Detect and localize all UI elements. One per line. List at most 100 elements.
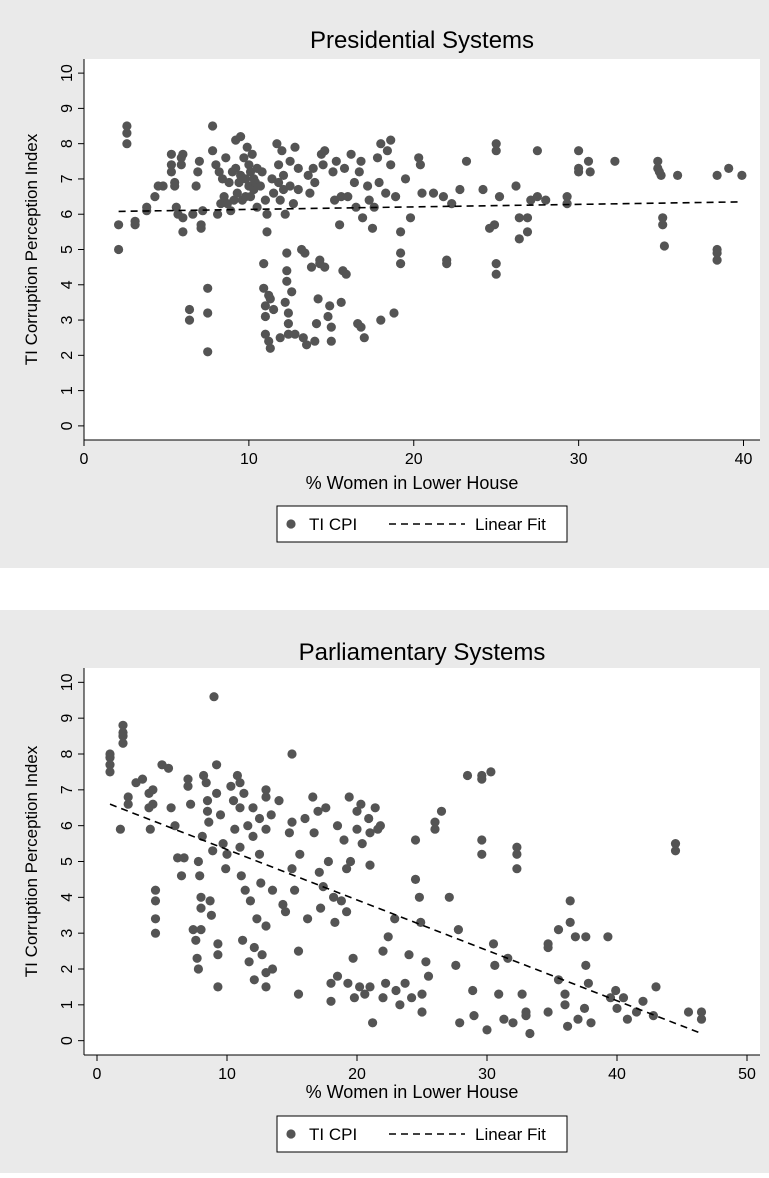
data-point [486,767,496,777]
data-point [345,856,356,867]
data-point [532,146,543,156]
y-tick-label: 7 [59,174,76,183]
data-point [363,181,373,191]
data-point [670,839,681,849]
data-point [229,195,239,205]
data-point [259,259,269,269]
data-point [648,1011,659,1021]
data-point [364,813,374,824]
data-point [565,896,575,906]
data-point [414,892,424,902]
data-point [302,340,312,350]
data-point [150,928,161,938]
data-point [313,294,323,304]
data-point [370,803,380,813]
presidential-chart-panel: 0 10 20 30 40 0 1 2 3 4 5 6 7 8 9 10 Presidential System… [0,0,769,568]
data-point [585,167,595,177]
x-tick-label: 50 [738,1066,756,1083]
data-point [239,788,249,798]
data-point [417,188,427,198]
data-point [196,903,206,913]
data-point [209,692,219,702]
x-tick-label: 10 [218,1066,236,1083]
data-point [430,817,440,827]
data-point [199,770,209,781]
data-point [541,195,551,205]
chart-title: Parliamentary Systems [299,639,546,666]
y-tick-label: 7 [59,785,76,794]
data-point [204,817,214,827]
data-point [216,199,226,209]
data-point [202,806,213,816]
data-point [339,163,350,173]
data-point [618,993,629,1003]
data-point [355,982,365,992]
data-point [235,778,245,788]
data-point [522,227,533,237]
data-point [573,1014,583,1024]
y-tick-label: 0 [59,1036,76,1045]
data-point [166,160,176,170]
data-point [142,202,152,212]
data-point [183,774,193,784]
data-point [123,792,133,802]
data-point [491,259,501,269]
x-tick-label: 30 [570,451,588,468]
data-point [368,1018,378,1028]
data-point [118,720,128,730]
data-point [405,213,416,223]
data-point [277,146,287,156]
data-point [451,960,461,970]
data-point [308,163,318,173]
data-point [170,821,180,831]
data-point [581,932,591,942]
data-point [282,248,292,258]
data-point [150,885,161,895]
data-point [336,192,346,202]
data-point [252,914,262,924]
data-point [395,1000,405,1010]
data-point [356,799,366,809]
data-point [360,989,370,999]
legend-label-ti-cpi: TI CPI [309,515,357,534]
data-point [264,336,274,346]
data-point [332,971,343,981]
data-point [214,167,224,177]
data-point [339,835,349,845]
data-point [308,792,318,802]
data-point [346,149,356,159]
data-point [255,181,265,191]
data-point [274,796,284,806]
data-point [391,192,401,202]
data-point [638,996,648,1006]
data-point [178,213,188,223]
data-point [469,1011,479,1021]
data-point [173,853,183,863]
data-point [400,978,410,988]
data-point [236,132,246,142]
data-point [583,978,594,988]
data-point [494,989,504,999]
y-tick-label: 2 [59,351,76,360]
legend-box [276,505,568,543]
data-point [349,177,359,188]
data-point [158,181,168,191]
data-point [105,767,115,777]
data-point [260,311,270,322]
data-point [212,788,222,798]
data-point [191,181,201,191]
data-point [261,824,271,834]
data-point [290,142,300,152]
data-point [184,315,195,325]
data-point [574,167,584,177]
data-point [171,202,181,212]
y-tick-label: 2 [59,964,76,973]
data-point [247,149,257,159]
data-point [658,213,668,223]
data-point [410,874,421,884]
data-point [284,828,294,838]
data-point [583,156,594,166]
data-point [221,153,231,163]
data-point [293,163,303,173]
data-point [275,333,285,343]
